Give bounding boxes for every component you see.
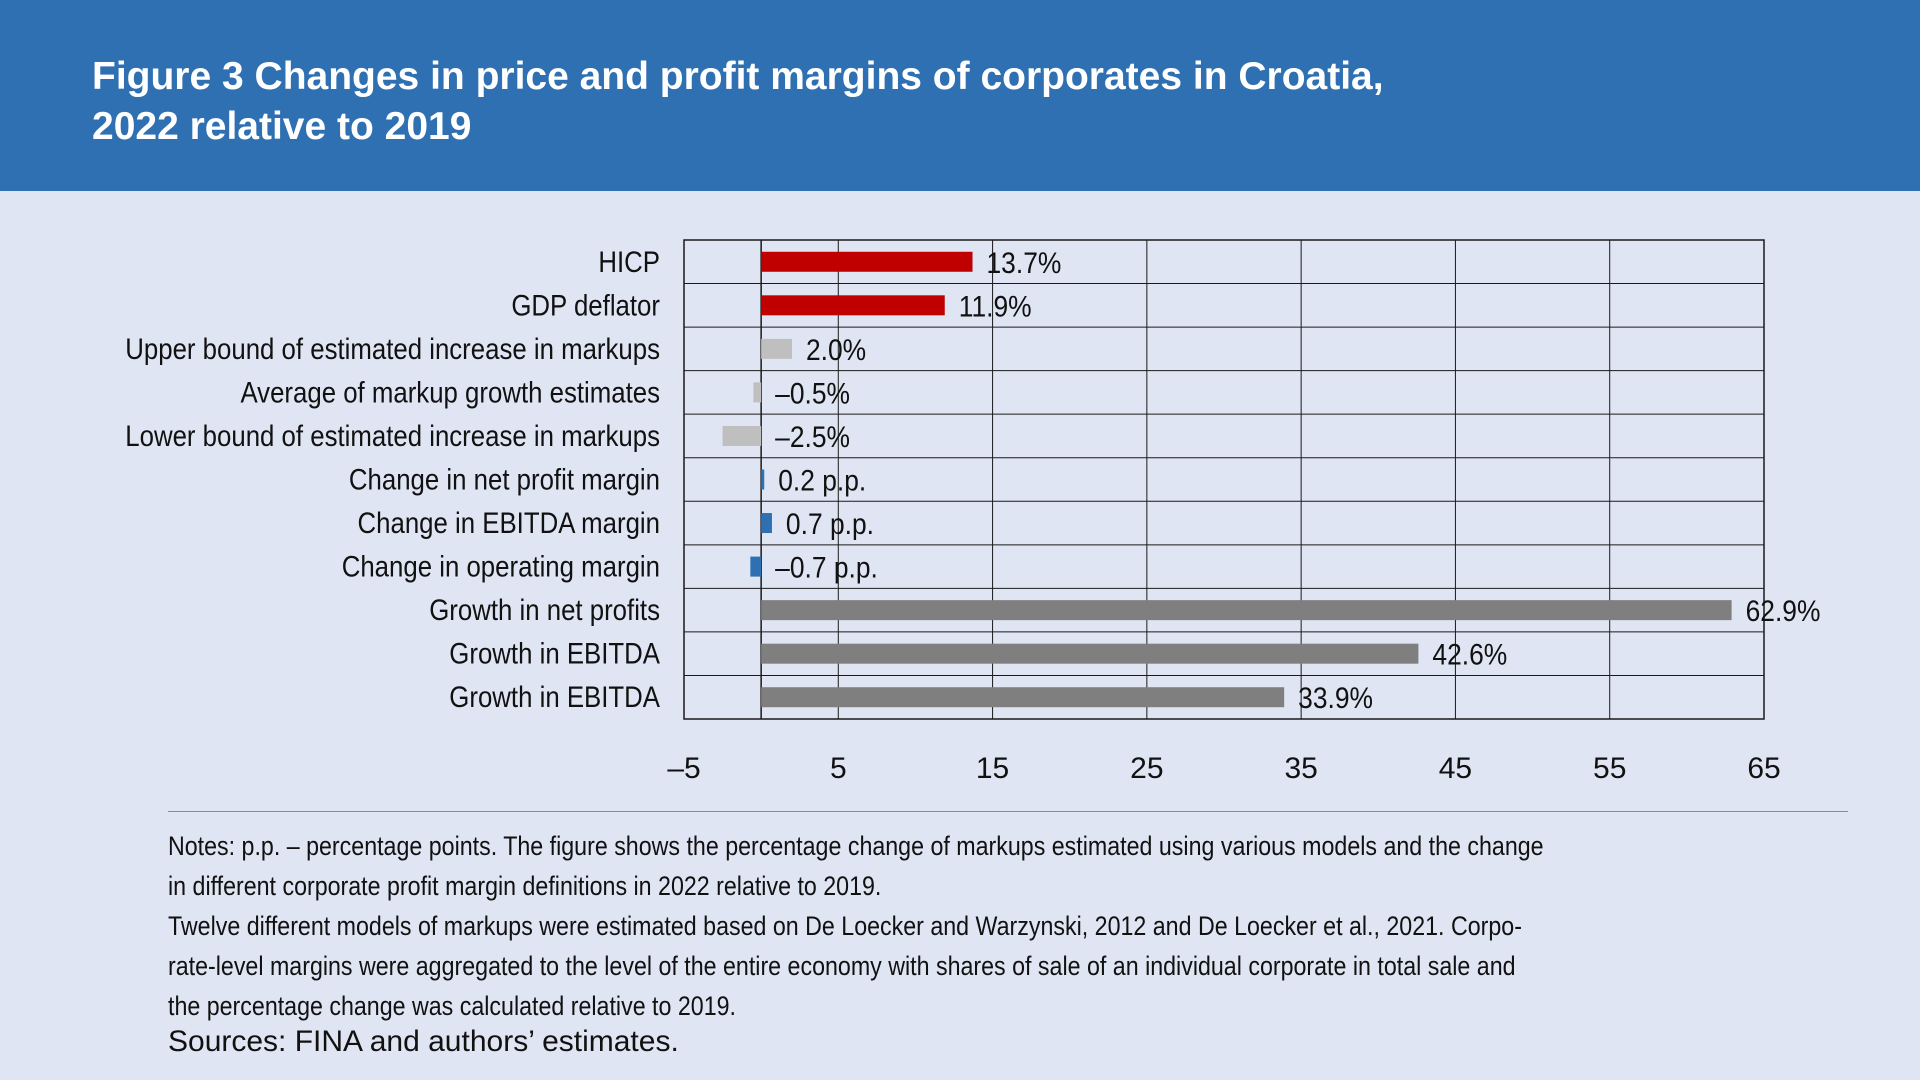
data-label: –0.7 p.p. <box>775 550 878 584</box>
x-tick-label: 45 <box>1439 752 1472 785</box>
data-label: 13.7% <box>987 245 1062 279</box>
x-tick-label: 35 <box>1284 752 1317 785</box>
data-label: 11.9% <box>959 289 1032 323</box>
bar <box>761 251 973 272</box>
category-label: GDP deflator <box>511 289 660 322</box>
category-label: Change in operating margin <box>342 550 660 583</box>
data-label: 2.0% <box>806 332 866 366</box>
category-label: Change in EBITDA margin <box>358 506 660 539</box>
category-label: Upper bound of estimated increase in mar… <box>125 332 660 365</box>
bar <box>722 425 762 446</box>
bar <box>761 513 772 534</box>
x-tick-label: 25 <box>1130 752 1163 785</box>
sources: Sources: FINA and authors’ estimates. <box>168 1025 679 1058</box>
data-label: 33.9% <box>1298 681 1373 715</box>
notes-divider <box>168 811 1848 812</box>
category-label: HICP <box>598 245 660 278</box>
bar <box>761 643 1419 664</box>
category-label: Lower bound of estimated increase in mar… <box>125 419 660 452</box>
x-tick-label: –5 <box>667 752 700 785</box>
x-tick-label: 65 <box>1747 752 1780 785</box>
plot-frame <box>683 239 1765 720</box>
notes-line-1: Notes: p.p. – percentage points. The fig… <box>168 831 1544 861</box>
bar <box>761 687 1285 708</box>
figure-title: Figure 3 Changes in price and profit mar… <box>92 52 1692 152</box>
notes: Notes: p.p. – percentage points. The fig… <box>168 826 1630 1026</box>
x-tick-label: 5 <box>830 752 847 785</box>
notes-line-2: in different corporate profit margin def… <box>168 871 882 901</box>
data-label: 0.7 p.p. <box>786 506 874 540</box>
figure-title-line-1: Figure 3 Changes in price and profit mar… <box>92 55 1384 98</box>
notes-line-5: the percentage change was calculated rel… <box>168 991 736 1021</box>
category-label: Average of markup growth estimates <box>240 376 660 409</box>
notes-line-3: Twelve different models of markups were … <box>168 911 1522 941</box>
notes-line-4: rate-level margins were aggregated to th… <box>168 951 1516 981</box>
x-tick-label: 15 <box>976 752 1009 785</box>
x-tick-label: 55 <box>1593 752 1626 785</box>
figure-header <box>0 0 1920 191</box>
category-label: Growth in net profits <box>429 593 660 626</box>
bar <box>753 382 762 403</box>
category-label: Change in net profit margin <box>349 463 660 496</box>
data-label: –2.5% <box>775 419 850 453</box>
bar <box>761 469 765 490</box>
bar-chart: HICP 13.7% GDP deflator 11.9% Upper bound of… <box>125 239 1821 785</box>
category-label: Growth in EBITDA <box>449 680 660 713</box>
bar <box>761 600 1732 621</box>
bar <box>761 295 945 316</box>
figure-title-line-2: 2022 relative to 2019 <box>92 105 472 148</box>
data-label: 0.2 p.p. <box>778 463 866 497</box>
category-label: Growth in EBITDA <box>449 637 660 670</box>
bar <box>761 338 792 359</box>
data-label: 62.9% <box>1746 594 1821 628</box>
bar <box>750 556 762 577</box>
data-label: –0.5% <box>775 376 850 410</box>
data-label: 42.6% <box>1432 637 1507 671</box>
